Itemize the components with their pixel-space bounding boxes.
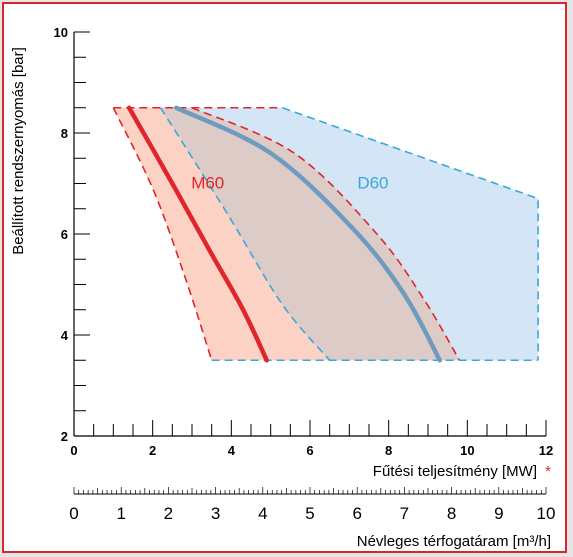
x-axis-title-marker: *: [545, 463, 551, 480]
x-tick-label: 10: [460, 443, 474, 458]
flow-tick-label: 4: [258, 504, 267, 523]
line-layer: [112, 105, 539, 363]
flow-tick-label: 10: [537, 504, 556, 523]
y-tick-label: 2: [61, 429, 68, 444]
flow-tick-label: 1: [116, 504, 125, 523]
shared-boundary: [159, 107, 331, 361]
flow-tick-label: 0: [69, 504, 78, 523]
flow-tick-label: 2: [164, 504, 173, 523]
x-axis-title-text: Fűtési teljesítmény [MW]: [373, 463, 537, 480]
flow-tick-label: 3: [211, 504, 220, 523]
x-tick-label: 4: [228, 443, 236, 458]
area-layer: [113, 107, 539, 361]
flow-tick-label: 5: [305, 504, 314, 523]
flow-tick-label: 6: [352, 504, 361, 523]
chart-frame: Beállított rendszernyomás [bar] Fűtési t…: [2, 2, 567, 553]
label-layer: Beállított rendszernyomás [bar] Fűtési t…: [10, 25, 555, 550]
x-tick-label: 0: [70, 443, 77, 458]
x-tick-label: 6: [306, 443, 313, 458]
x-tick-label: 2: [149, 443, 156, 458]
y-tick-label: 4: [61, 328, 69, 343]
series-label-m60: M60: [191, 174, 224, 193]
x-axis-title: Fűtési teljesítmény [MW] *: [373, 463, 551, 480]
series-label-d60: D60: [357, 174, 388, 193]
y-tick-label: 6: [61, 227, 68, 242]
flow-axis-title: Névleges térfogatáram [m³/h]: [357, 533, 551, 550]
y-axis-title: Beállított rendszernyomás [bar]: [10, 47, 27, 255]
d60-outer-boundary: [282, 107, 539, 361]
chart-svg: Beállított rendszernyomás [bar] Fűtési t…: [10, 25, 555, 550]
series-line-m60: [126, 105, 269, 363]
flow-tick-label: 8: [447, 504, 456, 523]
overlap-region: [160, 107, 460, 361]
flow-tick-label: 9: [494, 504, 503, 523]
d60-right-boundary: [191, 107, 461, 361]
m60-left-boundary: [112, 107, 213, 361]
y-tick-label: 10: [54, 25, 68, 40]
x-tick-label: 8: [385, 443, 392, 458]
series-line-d60: [174, 105, 443, 363]
x-tick-label: 12: [539, 443, 553, 458]
flow-tick-label: 7: [400, 504, 409, 523]
y-tick-label: 8: [61, 126, 68, 141]
axis-layer: [73, 31, 547, 495]
